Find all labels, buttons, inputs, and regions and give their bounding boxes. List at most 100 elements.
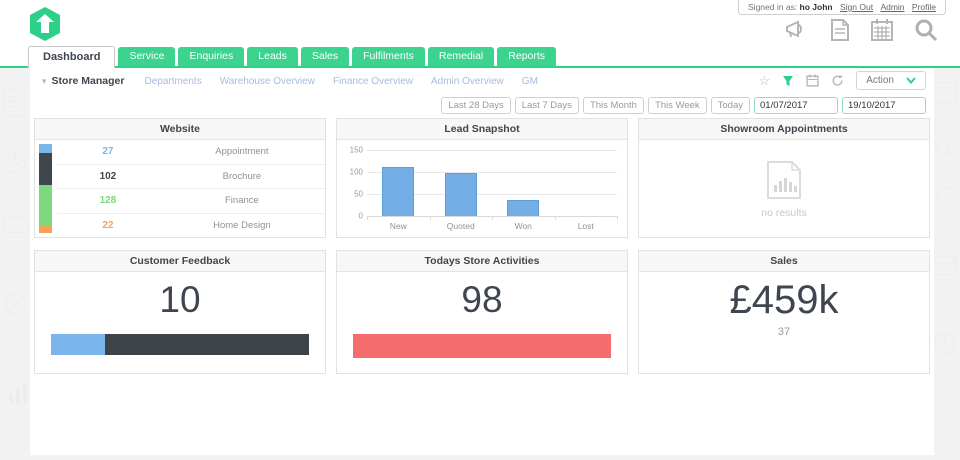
website-row-value: 27 <box>102 146 114 158</box>
website-row-home-design[interactable]: 22 Home Design <box>57 214 325 238</box>
subnav-tools: ☆ Action <box>759 71 926 90</box>
tab-service[interactable]: Service <box>118 47 176 66</box>
search-outline-icon <box>935 138 956 159</box>
calendar-icon[interactable] <box>870 18 894 42</box>
signed-in-prefix: Signed in as: <box>748 2 798 12</box>
website-rows: 27 Appointment 102 Brochure 128 Finance <box>57 140 325 237</box>
date-from-input[interactable] <box>754 96 838 114</box>
sales-card: Sales £459k 37 <box>638 250 930 374</box>
subnav-item-admin-overview[interactable]: Admin Overview <box>430 75 504 87</box>
website-row-value: 22 <box>102 219 114 231</box>
feedback-bar-segment <box>51 334 106 355</box>
tabs-underline <box>0 66 960 68</box>
username: ho John <box>799 2 833 12</box>
tab-remedial[interactable]: Remedial <box>427 47 495 66</box>
this-month-button[interactable]: This Month <box>582 96 644 114</box>
this-week-button[interactable]: This Week <box>647 96 707 114</box>
admin-link[interactable]: Admin <box>880 2 905 12</box>
x-axis-tick <box>554 216 556 220</box>
signed-in-box: Signed in as: ho John Sign Out Admin Pro… <box>738 0 946 15</box>
customer-feedback-title: Customer Feedback <box>35 251 325 272</box>
action-button-label: Action <box>866 75 894 86</box>
no-results-text: no results <box>761 206 807 219</box>
last-7-days-button[interactable]: Last 7 Days <box>514 96 579 114</box>
chevron-down-icon[interactable]: ▾ <box>42 75 47 86</box>
customer-feedback-bar <box>51 334 309 355</box>
x-axis-tick <box>617 216 618 220</box>
y-tick-100: 100 <box>349 167 363 177</box>
website-row-label: Appointment <box>215 146 269 158</box>
date-to-input[interactable] <box>842 96 926 114</box>
lead-snapshot-chart: 150 100 50 0 New <box>350 146 618 231</box>
website-row-value: 128 <box>99 195 117 207</box>
subnav-item-finance-overview[interactable]: Finance Overview <box>332 75 413 87</box>
date-filter-row: Last 28 Days Last 7 Days This Month This… <box>30 94 934 114</box>
bar-slot-quoted: Quoted <box>430 150 493 231</box>
star-icon[interactable]: ☆ <box>758 73 771 88</box>
website-row-finance[interactable]: 128 Finance <box>57 189 325 214</box>
subnav-item-warehouse-overview[interactable]: Warehouse Overview <box>219 75 315 87</box>
todays-store-activities-value: 98 <box>461 279 503 320</box>
tab-leads[interactable]: Leads <box>247 47 298 66</box>
website-stacked-bar <box>39 144 52 233</box>
tab-dashboard[interactable]: Dashboard <box>28 46 116 68</box>
lead-snapshot-card: Lead Snapshot 150 100 50 0 <box>336 118 628 238</box>
check-outline-icon <box>4 292 26 314</box>
pie-outline-icon <box>4 152 26 174</box>
document-icon[interactable] <box>830 18 850 42</box>
document-outline-icon <box>3 89 25 117</box>
cards-row-2: Customer Feedback 10 Todays Store Activi… <box>30 246 934 374</box>
tab-fulfilments[interactable]: Fulfilments <box>352 47 425 66</box>
filter-icon[interactable] <box>782 75 794 87</box>
website-card-title: Website <box>35 119 325 140</box>
bar-won <box>507 199 540 216</box>
website-stacked-segment <box>39 225 52 233</box>
chart-outline-icon <box>9 384 27 403</box>
bar-slot-new: New <box>367 150 430 231</box>
todays-store-activities-card: Todays Store Activities 98 <box>336 250 628 374</box>
sales-value: £459k <box>729 278 839 322</box>
feedback-bar-segment <box>105 334 309 355</box>
x-label-quoted: Quoted <box>446 221 475 231</box>
chevron-down-icon <box>906 77 916 84</box>
refresh-icon[interactable] <box>831 74 844 87</box>
sales-sub-value: 37 <box>777 326 791 338</box>
gridline <box>367 150 617 151</box>
bar-slot-won: Won <box>492 150 555 231</box>
subnav-item-store-manager[interactable]: Store Manager <box>51 75 125 87</box>
location-outline-icon <box>936 186 956 213</box>
x-axis-tick <box>492 216 493 220</box>
megaphone-icon[interactable] <box>784 19 810 41</box>
dashboard-subnav: ▾ Store Manager Departments Warehouse Ov… <box>30 68 934 94</box>
website-stacked-segment <box>39 152 52 186</box>
website-row-appointment[interactable]: 27 Appointment <box>57 140 325 165</box>
showroom-appointments-title: Showroom Appointments <box>639 119 929 140</box>
website-row-label: Finance <box>225 195 259 207</box>
profile-link[interactable]: Profile <box>911 2 936 12</box>
website-stacked-segment <box>39 144 52 153</box>
action-button[interactable]: Action <box>856 71 926 90</box>
tab-sales[interactable]: Sales <box>300 47 350 66</box>
sign-out-link[interactable]: Sign Out <box>839 2 874 12</box>
tab-reports[interactable]: Reports <box>497 47 557 66</box>
last-28-days-button[interactable]: Last 28 Days <box>441 96 511 114</box>
subnav-item-departments[interactable]: Departments <box>144 75 202 87</box>
subnav-item-gm[interactable]: GM <box>521 75 538 87</box>
website-card: Website 27 Appointment 102 Brochure <box>34 118 326 238</box>
cards-row-1: Website 27 Appointment 102 Brochure <box>30 114 934 238</box>
website-row-brochure[interactable]: 102 Brochure <box>57 165 325 189</box>
x-label-won: Won <box>514 221 532 231</box>
search-icon[interactable] <box>914 18 938 42</box>
website-row-value: 102 <box>99 170 117 182</box>
tab-enquiries[interactable]: Enquiries <box>178 47 245 66</box>
app-logo-icon[interactable] <box>28 6 62 42</box>
today-button[interactable]: Today <box>710 96 750 114</box>
gridline <box>367 171 617 173</box>
envelope-outline-icon <box>931 256 957 276</box>
calendar-icon[interactable] <box>806 74 819 87</box>
y-tick-50: 50 <box>354 189 363 199</box>
x-label-new: New <box>389 221 407 231</box>
y-tick-0: 0 <box>358 211 363 221</box>
website-stacked-segment <box>39 185 52 226</box>
